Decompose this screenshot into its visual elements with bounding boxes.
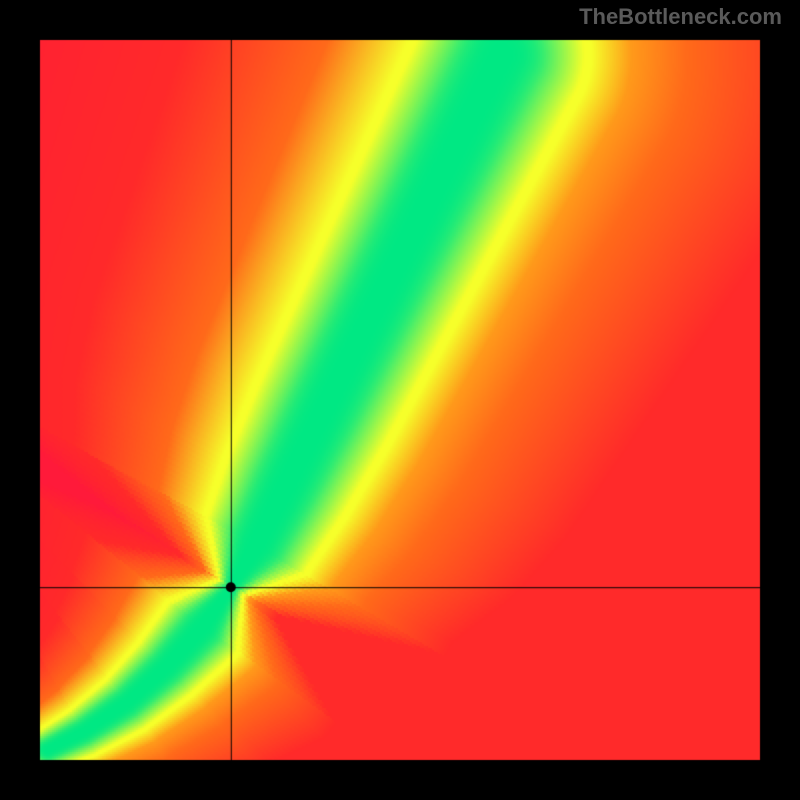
heatmap-canvas <box>0 0 800 800</box>
chart-container: TheBottleneck.com <box>0 0 800 800</box>
watermark-label: TheBottleneck.com <box>579 4 782 30</box>
